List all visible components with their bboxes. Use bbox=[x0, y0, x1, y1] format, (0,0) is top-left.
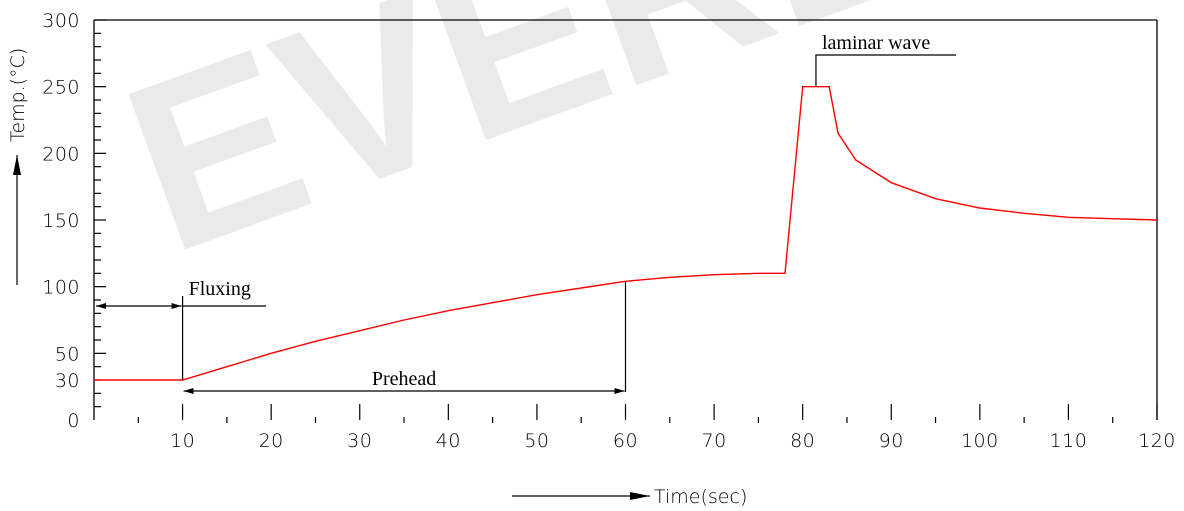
fluxing-label: Fluxing bbox=[189, 278, 251, 300]
chart-annotations: Fluxing Prehead laminar wave bbox=[96, 32, 956, 394]
chart-tick-labels: 10 20 30 40 50 60 70 80 90 100 110 120 0 30 50 100 150 20… bbox=[42, 10, 1176, 452]
x-tick-label: 120 bbox=[1138, 430, 1176, 452]
y-tick-label: 100 bbox=[42, 277, 80, 299]
x-tick-label: 90 bbox=[879, 430, 904, 452]
y-axis-title: Temp.(°C) bbox=[7, 48, 29, 142]
y-tick-label: 50 bbox=[55, 343, 80, 365]
x-tick-label: 70 bbox=[701, 430, 726, 452]
x-tick-label: 10 bbox=[170, 430, 195, 452]
x-axis-title: Time(sec) bbox=[654, 486, 747, 508]
x-tick-label: 80 bbox=[790, 430, 815, 452]
x-tick-label: 110 bbox=[1050, 430, 1088, 452]
chart-series bbox=[94, 86, 1158, 381]
laminar-wave-leader bbox=[815, 54, 956, 87]
chart-ticks bbox=[94, 19, 1158, 423]
watermark-text: EVERL bbox=[96, 0, 940, 303]
y-tick-label: 30 bbox=[55, 370, 80, 392]
laminar-wave-label: laminar wave bbox=[822, 32, 930, 54]
x-tick-label: 40 bbox=[436, 430, 461, 452]
x-tick-label: 60 bbox=[613, 430, 638, 452]
x-tick-label: 30 bbox=[347, 430, 372, 452]
temperature-series-line bbox=[94, 86, 1158, 381]
y-tick-label: 300 bbox=[42, 10, 80, 32]
y-tick-label: 200 bbox=[42, 143, 80, 165]
prehead-label: Prehead bbox=[372, 368, 436, 390]
x-tick-label: 20 bbox=[259, 430, 284, 452]
y-tick-label: 250 bbox=[42, 77, 80, 99]
x-tick-label: 50 bbox=[524, 430, 549, 452]
x-tick-label: 100 bbox=[961, 430, 999, 452]
y-tick-label: 150 bbox=[42, 210, 80, 232]
y-tick-label: 0 bbox=[67, 410, 80, 432]
